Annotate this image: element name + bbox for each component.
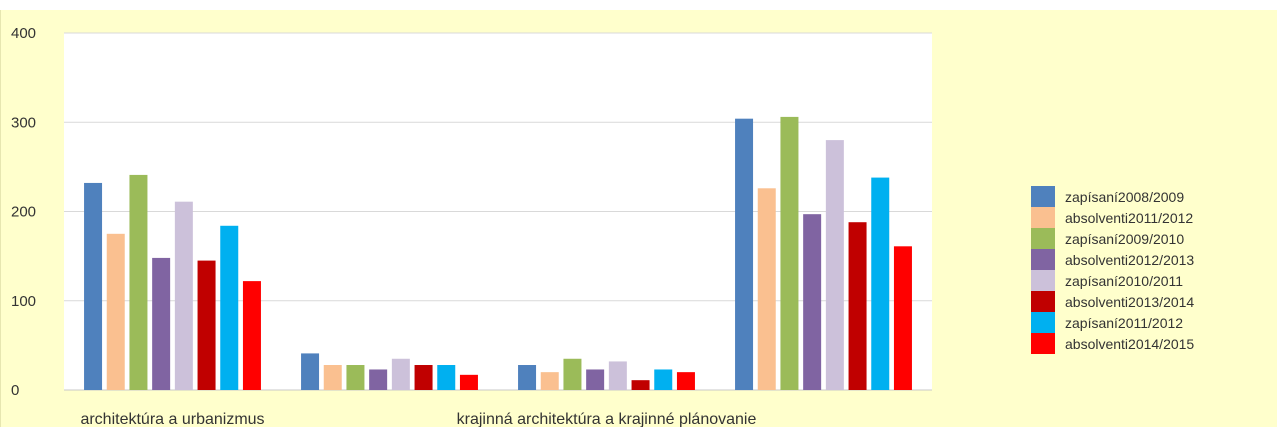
legend-item: absolventi2013/2014 [1031, 291, 1271, 312]
bar [323, 365, 342, 390]
bar [871, 177, 890, 390]
y-tick-label: 300 [11, 114, 36, 131]
bar [586, 369, 605, 390]
bar [459, 374, 478, 390]
legend-label: absolventi2013/2014 [1065, 293, 1195, 310]
legend-label: zapísaní2008/2009 [1065, 188, 1185, 205]
bar [369, 369, 388, 390]
bar [106, 233, 125, 390]
chart-area: 0 100 200 300 400 architektúra a urbanizmus kr… [0, 10, 1277, 427]
bar [437, 365, 456, 390]
bar [608, 361, 627, 390]
bar [563, 358, 582, 390]
bar [893, 246, 912, 390]
bar [84, 182, 103, 390]
bar [803, 214, 822, 390]
bar [676, 372, 695, 390]
bar [518, 365, 537, 390]
bar [540, 372, 559, 390]
legend-label: absolventi2011/2012 [1065, 209, 1194, 226]
legend-swatch [1031, 186, 1055, 207]
bar [735, 118, 754, 391]
bar [301, 353, 320, 390]
legend-swatch [1031, 249, 1055, 270]
legend-swatch [1031, 270, 1055, 291]
bar [174, 201, 193, 390]
bar [848, 222, 867, 390]
bar [346, 365, 365, 390]
bar [825, 140, 844, 390]
bar [220, 225, 239, 390]
bar [391, 358, 410, 390]
legend-label: absolventi2012/2013 [1065, 251, 1195, 268]
legend-swatch [1031, 291, 1055, 312]
legend-item: zapísaní2008/2009 [1031, 186, 1271, 207]
bar [757, 188, 776, 390]
legend-label: zapísaní2009/2010 [1065, 230, 1185, 247]
bar [780, 116, 799, 391]
legend-item: zapísaní2009/2010 [1031, 228, 1271, 249]
bar [129, 174, 148, 390]
legend-item: zapísaní2011/2012 [1031, 312, 1271, 333]
legend-item: absolventi2011/2012 [1031, 207, 1271, 228]
legend-item: absolventi2012/2013 [1031, 249, 1271, 270]
legend-label: zapísaní2010/2011 [1065, 272, 1184, 289]
legend-swatch [1031, 207, 1055, 228]
bar [654, 369, 673, 390]
legend-swatch [1031, 312, 1055, 333]
legend-item: absolventi2014/2015 [1031, 333, 1271, 354]
bar [152, 257, 171, 390]
bar-chart: 0 100 200 300 400 architektúra a urbanizmus kr… [11, 25, 932, 427]
y-tick-label: 400 [11, 25, 36, 42]
x-category-label: krajinná architektúra a krajinné plánova… [457, 411, 757, 427]
y-tick-label: 100 [11, 293, 36, 310]
chart-legend: zapísaní2008/2009 absolventi2011/2012 zapí… [1031, 186, 1271, 354]
bar [197, 260, 216, 390]
y-tick-label: 200 [11, 204, 36, 221]
legend-label: zapísaní2011/2012 [1065, 314, 1184, 331]
legend-swatch [1031, 228, 1055, 249]
y-tick-label: 0 [11, 382, 19, 399]
legend-label: absolventi2014/2015 [1065, 335, 1195, 352]
legend-item: zapísaní2010/2011 [1031, 270, 1271, 291]
bar [242, 281, 261, 390]
x-category-label: architektúra a urbanizmus [80, 411, 264, 427]
bar [414, 365, 433, 390]
legend-swatch [1031, 333, 1055, 354]
bar [631, 380, 650, 390]
